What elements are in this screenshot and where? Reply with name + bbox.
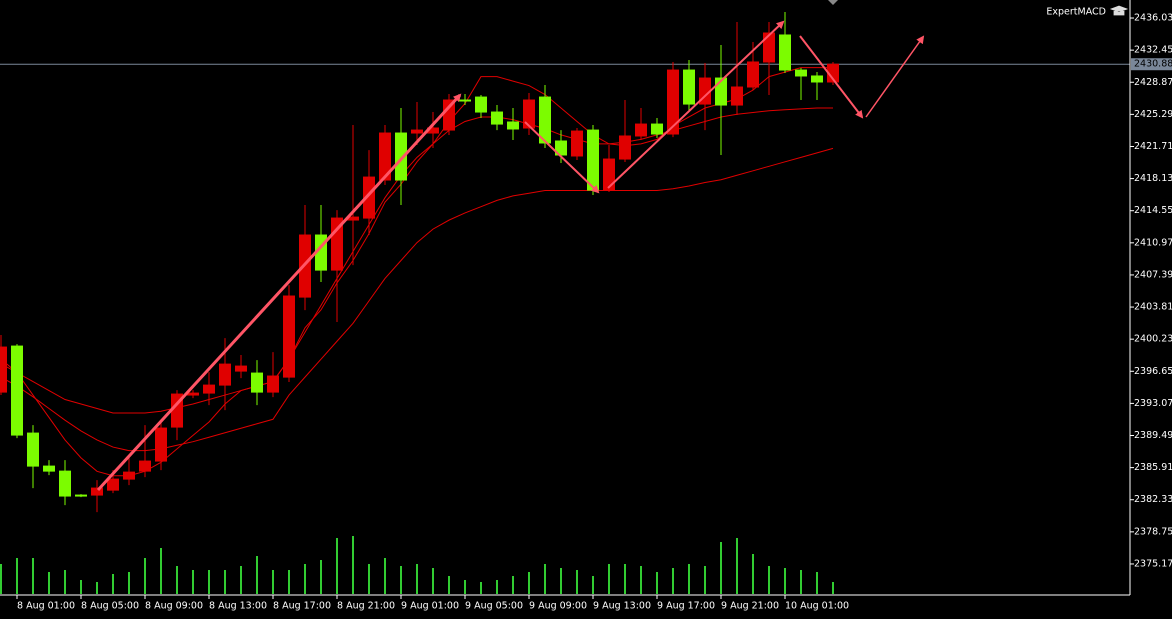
y-tick-label: 2428.87 <box>1134 77 1172 88</box>
candle-body <box>251 372 263 393</box>
y-tick-label: 2378.75 <box>1134 526 1172 537</box>
x-tick-label: 8 Aug 17:00 <box>273 601 331 612</box>
y-tick-label: 2393.07 <box>1134 398 1172 409</box>
y-tick-label: 2425.29 <box>1134 109 1172 120</box>
candle-body <box>635 123 647 137</box>
x-tick-label: 8 Aug 09:00 <box>145 601 203 612</box>
candle-body <box>75 494 87 497</box>
candle-body <box>683 69 695 105</box>
candle-body <box>0 346 7 393</box>
shift-marker <box>828 0 838 5</box>
candle-body <box>667 69 679 135</box>
x-tick-label: 9 Aug 21:00 <box>721 601 779 612</box>
annotation-arrows <box>96 20 925 492</box>
plot-area <box>0 12 1130 594</box>
y-tick-label: 2389.49 <box>1134 430 1172 441</box>
x-tick-label: 8 Aug 01:00 <box>17 601 75 612</box>
y-tick-label: 2375.17 <box>1134 558 1172 569</box>
candle-body <box>155 427 167 462</box>
candle-body <box>795 69 807 77</box>
candle-body <box>331 217 343 271</box>
y-tick-label: 2418.13 <box>1134 173 1172 184</box>
y-tick-label: 2382.33 <box>1134 494 1172 505</box>
candle-body <box>91 487 103 496</box>
y-tick-label: 2407.39 <box>1134 269 1172 280</box>
candle-body <box>395 132 407 181</box>
y-tick-label: 2414.55 <box>1134 205 1172 216</box>
arrow <box>524 121 600 194</box>
x-tick-label: 8 Aug 13:00 <box>209 601 267 612</box>
y-tick-label: 2385.91 <box>1134 462 1172 473</box>
arrow <box>96 93 462 492</box>
candle-body <box>27 432 39 467</box>
candle-body <box>363 176 375 219</box>
candle-body <box>491 111 503 125</box>
arrow <box>799 35 864 119</box>
candle-body <box>235 365 247 372</box>
candle-body <box>811 75 823 83</box>
candle-body <box>747 61 759 88</box>
candle-body <box>603 158 615 191</box>
candle-body <box>523 99 535 129</box>
x-tick-label: 8 Aug 21:00 <box>337 601 395 612</box>
candle-body <box>539 96 551 144</box>
candle-body <box>43 465 55 472</box>
candle-body <box>731 86 743 106</box>
x-tick-label: 9 Aug 13:00 <box>593 601 651 612</box>
candle-body <box>123 471 135 480</box>
x-tick-label: 9 Aug 09:00 <box>529 601 587 612</box>
candle-body <box>139 460 151 472</box>
y-tick-label: 2421.71 <box>1134 141 1172 152</box>
candle-body <box>779 34 791 71</box>
candle-body <box>715 77 727 106</box>
current-price-label: 2430.88 <box>1134 59 1172 70</box>
candle-body <box>187 392 199 396</box>
y-tick-label: 2410.97 <box>1134 237 1172 248</box>
candle-body <box>107 478 119 491</box>
candle-body <box>283 295 295 378</box>
candle-body <box>411 129 423 134</box>
candle-body <box>507 121 519 130</box>
y-tick-label: 2400.23 <box>1134 334 1172 345</box>
x-tick-label: 9 Aug 05:00 <box>465 601 523 612</box>
candle-body <box>571 130 583 157</box>
candle-body <box>555 140 567 156</box>
indicator-line <box>0 107 833 414</box>
x-tick-label: 10 Aug 01:00 <box>785 601 849 612</box>
candle-body <box>267 375 279 393</box>
x-tick-label: 9 Aug 17:00 <box>657 601 715 612</box>
candle-body <box>203 384 215 394</box>
y-tick-label: 2403.81 <box>1134 302 1172 313</box>
indicator-line <box>0 67 833 477</box>
candle-body <box>587 129 599 191</box>
candle-body <box>11 345 23 436</box>
candle-body <box>379 132 391 181</box>
y-tick-label: 2432.45 <box>1134 45 1172 56</box>
candle-body <box>459 99 471 102</box>
candle-body <box>763 32 775 63</box>
indicator-line <box>0 147 834 452</box>
x-tick-label: 9 Aug 01:00 <box>401 601 459 612</box>
candle-body <box>219 363 231 386</box>
y-tick-label: 2396.65 <box>1134 366 1172 377</box>
current-price-box <box>1131 58 1172 71</box>
indicator-label: ExpertMACD <box>1046 7 1106 18</box>
arrow <box>607 20 785 189</box>
x-tick-label: 8 Aug 05:00 <box>81 601 139 612</box>
arrow <box>865 35 925 118</box>
expert-icon <box>1109 5 1129 16</box>
candle-body <box>651 123 663 135</box>
y-tick-label: 2436.03 <box>1134 13 1172 24</box>
candle-body <box>59 470 71 497</box>
candle-body <box>475 96 487 113</box>
candle-body <box>619 135 631 160</box>
